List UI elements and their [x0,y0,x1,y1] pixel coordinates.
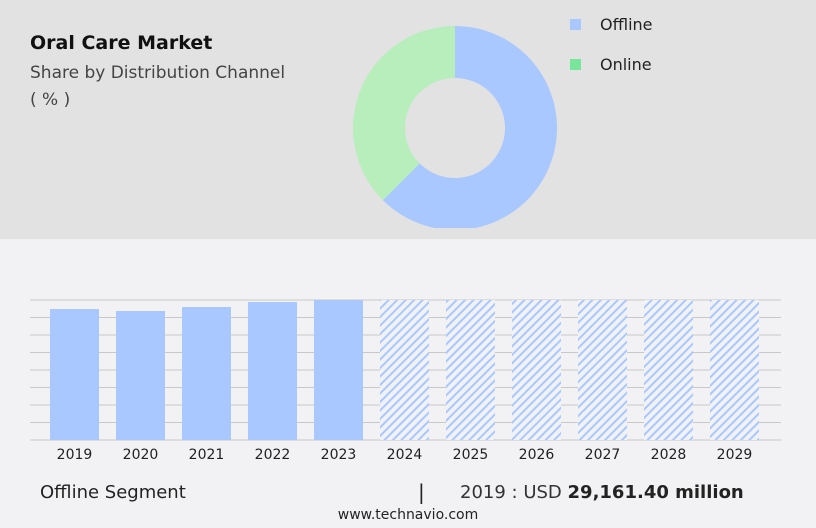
legend-swatch-offline [570,19,581,30]
forecast-bar-2027 [578,300,627,440]
segment-value: 2019 : USD 29,161.40 million [460,482,744,503]
chart-unit: ( % ) [30,90,71,110]
x-tick-label: 2019 [57,447,93,463]
x-tick-label: 2029 [717,447,753,463]
segment-label: Offline Segment [40,482,186,503]
chart-title: Oral Care Market [30,32,213,54]
donut-slice-offline [382,26,557,228]
bar-2022 [248,302,297,440]
x-tick-label: 2020 [123,447,159,463]
forecast-bar-2029 [710,300,759,440]
forecast-bar-2028 [644,300,693,440]
bar-2021 [182,307,231,440]
legend-label: Offline [600,15,653,34]
x-tick-label: 2028 [651,447,687,463]
x-tick-label: 2023 [321,447,357,463]
x-tick-label: 2026 [519,447,555,463]
x-tick-label: 2027 [585,447,621,463]
x-tick-label: 2025 [453,447,489,463]
forecast-bar-2025 [446,300,495,440]
legend-offline: Offline [570,15,653,34]
chart-subtitle: Share by Distribution Channel [30,63,286,83]
donut-slice-online [353,26,455,201]
bar-2019 [50,309,99,440]
forecast-bar-2026 [512,300,561,440]
x-tick-label: 2024 [387,447,423,463]
legend-online: Online [570,55,652,74]
x-tick-label: 2021 [189,447,225,463]
bar-2020 [116,311,165,440]
website: www.technavio.com [337,507,479,523]
year-label: 2019 : USD [460,482,562,503]
legend-label: Online [600,55,652,74]
legend-swatch-online [570,59,581,70]
forecast-bar-2024 [380,300,429,440]
bar-2023 [314,300,363,440]
value-label: 29,161.40 million [567,482,744,503]
separator: | [418,480,425,504]
x-tick-label: 2022 [255,447,291,463]
